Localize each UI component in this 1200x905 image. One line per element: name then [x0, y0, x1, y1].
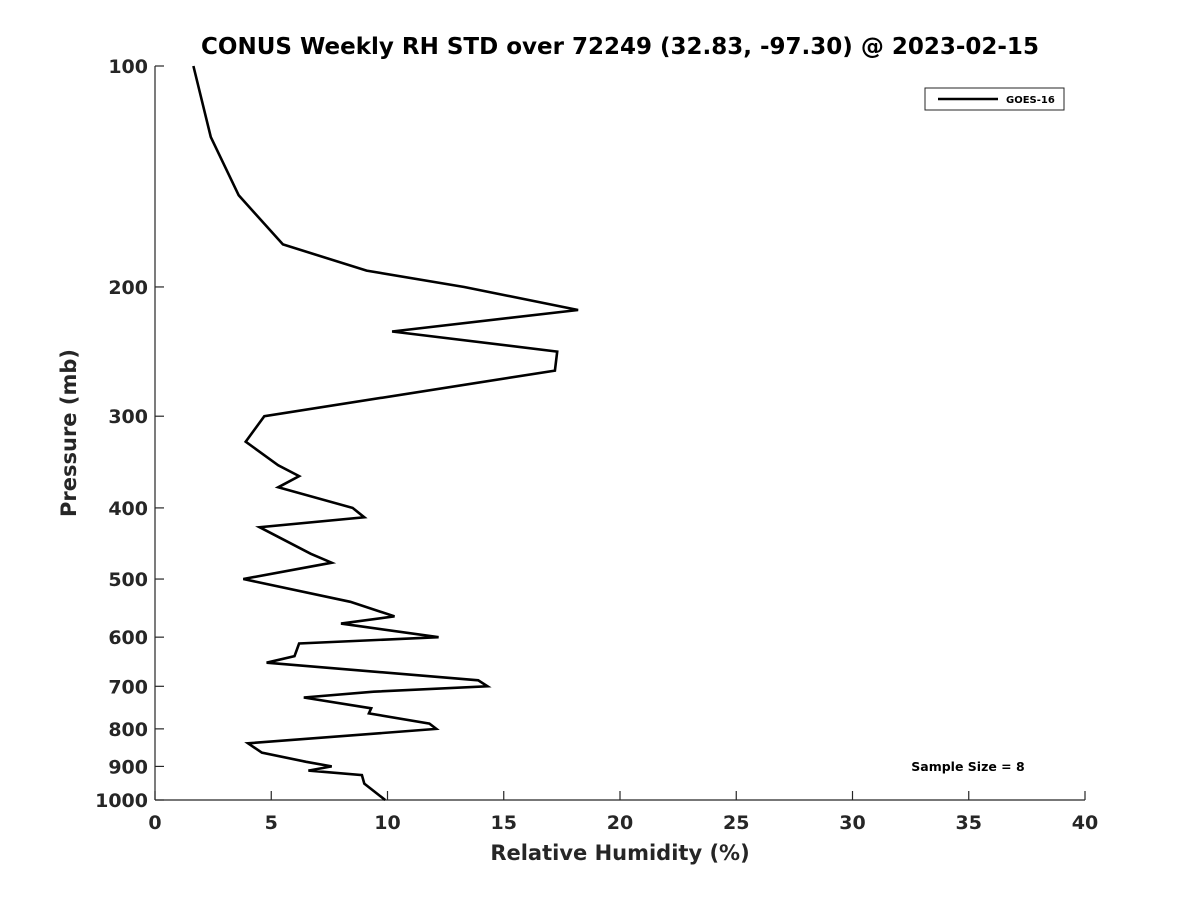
- y-tick-label: 1000: [95, 790, 148, 812]
- x-tick-label: 20: [607, 812, 633, 834]
- x-tick-label: 0: [148, 812, 161, 834]
- x-tick-label: 30: [839, 812, 865, 834]
- legend: GOES-16: [924, 87, 1065, 111]
- x-tick-label: 40: [1072, 812, 1098, 834]
- y-tick-label: 500: [108, 569, 148, 591]
- y-tick-label: 700: [108, 676, 148, 698]
- x-ticks: 0 5 10 15 20 25 30 35 40: [148, 791, 1098, 834]
- y-tick-label: 400: [108, 498, 148, 520]
- y-tick-label: 800: [108, 719, 148, 741]
- x-tick-label: 5: [265, 812, 278, 834]
- legend-label-goes-16: GOES-16: [1006, 95, 1055, 106]
- x-axis-label: Relative Humidity (%): [490, 841, 749, 865]
- y-tick-label: 100: [108, 56, 148, 78]
- y-tick-label: 200: [108, 277, 148, 299]
- axes: [154, 66, 1085, 801]
- y-ticks: 100 200 300 400 500 600 700 800 900 1000: [95, 56, 164, 812]
- y-axis-label: Pressure (mb): [57, 349, 81, 517]
- series-line-goes-16: [192, 65, 579, 802]
- y-tick-label: 600: [108, 627, 148, 649]
- y-tick-label: 900: [108, 756, 148, 778]
- sample-size-annotation: Sample Size = 8: [911, 759, 1024, 774]
- x-tick-label: 15: [491, 812, 517, 834]
- x-tick-label: 10: [374, 812, 400, 834]
- y-tick-label: 300: [108, 406, 148, 428]
- chart-title: CONUS Weekly RH STD over 72249 (32.83, -…: [201, 34, 1039, 60]
- x-tick-label: 25: [723, 812, 749, 834]
- x-tick-label: 35: [956, 812, 982, 834]
- series-layer: [192, 65, 579, 802]
